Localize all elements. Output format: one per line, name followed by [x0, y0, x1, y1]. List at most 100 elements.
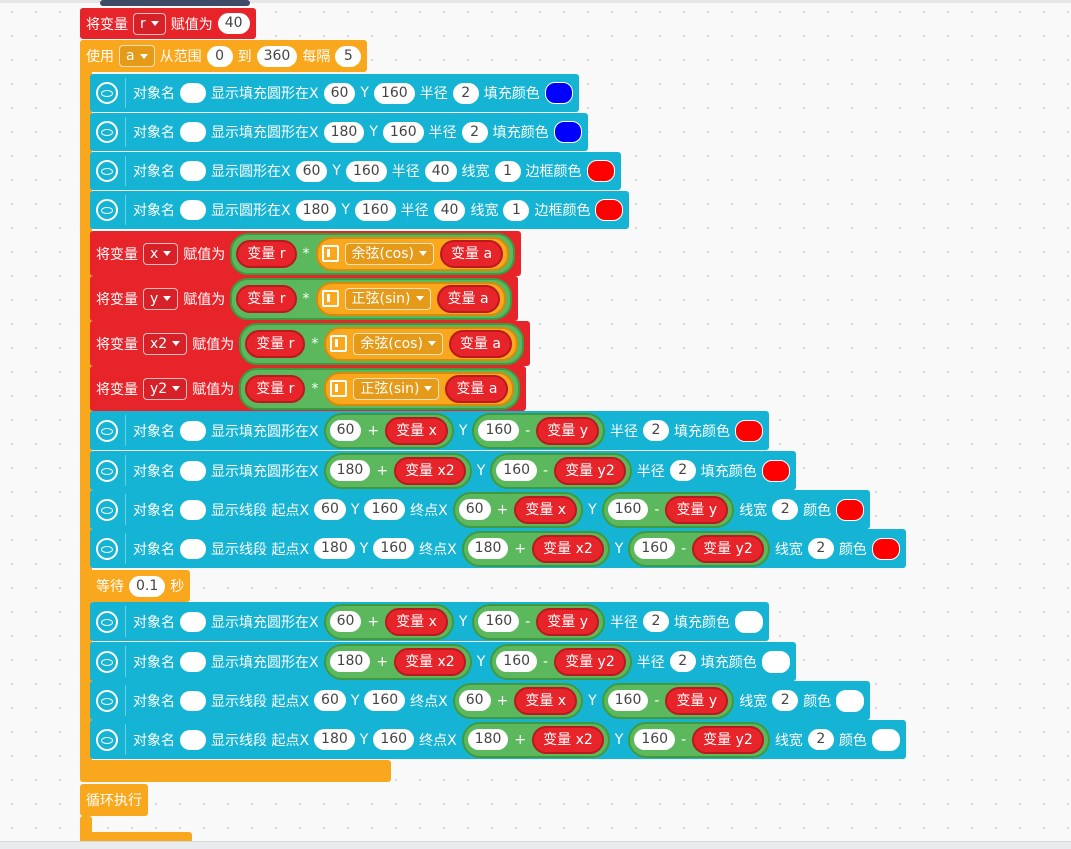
number-input: 160: [373, 729, 415, 750]
number-input: 160: [634, 538, 676, 559]
code-block: 对象名 显示填充圆形在X 60 + 变量 x Y 160- 变量 y 半径 2 填充颜色: [90, 602, 770, 641]
number-input: 160: [345, 160, 387, 182]
variable-reporter: 变量 y: [536, 416, 600, 445]
icon-separator: [125, 606, 126, 637]
number-input: 180: [467, 538, 509, 559]
label: 填充颜色: [492, 125, 549, 141]
label: 将变量: [96, 246, 138, 263]
color-swatch: [871, 537, 900, 560]
block-icon: [96, 498, 118, 521]
label: 终点X: [419, 541, 457, 558]
block-icon: [96, 160, 118, 182]
variable-reporter: 变量 y2: [692, 725, 764, 754]
math-function: 余弦(cos) 变量 a: [324, 326, 518, 361]
variable-reporter: 变量 r: [245, 374, 306, 403]
math-expression: 变量 r * 余弦(cos) 变量 a: [239, 322, 524, 365]
operator: +: [376, 462, 389, 479]
variable-reporter: 变量 r: [236, 284, 297, 313]
code-block: 将变量 x 赋值为 变量 r * 余弦(cos) 变量 a: [90, 231, 522, 276]
label: 线宽: [739, 502, 768, 519]
label: 赋值为: [170, 16, 213, 33]
variable-reporter: 变量 y: [665, 495, 729, 524]
label: 显示填充圆形在X: [211, 654, 319, 671]
math-expression: 180 + 变量 x2: [323, 452, 472, 489]
label: 终点X: [410, 693, 448, 710]
operator: -: [525, 613, 531, 630]
variable-reporter: 变量 x2: [394, 456, 466, 485]
label: 边框颜色: [534, 203, 591, 219]
operator: +: [367, 613, 380, 630]
operator: *: [302, 290, 310, 307]
label: Y: [476, 462, 486, 479]
operator: -: [681, 731, 687, 748]
name-input: [180, 611, 206, 632]
dropdown: y2: [143, 377, 188, 400]
number-input: 160: [478, 611, 520, 632]
number-input: 40: [217, 13, 250, 34]
label: 循环执行: [86, 793, 142, 809]
number-input: 180: [295, 199, 337, 221]
code-block: 使用 a 从范围 0 到 360 每隔 5: [80, 40, 368, 72]
number-input: 160: [364, 499, 406, 520]
variable-reporter: 变量 y2: [554, 647, 626, 676]
label: 颜色: [803, 693, 832, 710]
color-swatch: [544, 82, 573, 104]
math-expression: 60 + 变量 x: [452, 491, 584, 528]
number-input: 60: [323, 82, 356, 104]
bottom-scrollbar: [0, 841, 1071, 849]
icon-separator: [125, 195, 126, 225]
label: Y: [332, 163, 341, 179]
function-icon: [321, 245, 339, 262]
code-block: 将变量 x2 赋值为 变量 r * 余弦(cos) 变量 a: [90, 321, 530, 366]
label: 赋值为: [183, 246, 226, 263]
math-function: 正弦(sin) 变量 a: [324, 371, 515, 406]
code-block: 对象名 显示填充圆形在X 180 + 变量 x2 Y 160- 变量 y2 半径 2 填充颜色: [90, 642, 796, 681]
block-icon: [96, 121, 118, 143]
label: 显示填充圆形在X: [211, 463, 319, 480]
label: 线宽: [739, 693, 768, 710]
number-input: 360: [256, 45, 298, 67]
label: 线宽: [774, 732, 803, 749]
variable-reporter: 变量 x2: [532, 534, 604, 563]
number-input: 2: [669, 651, 696, 672]
number-input: 60: [458, 499, 491, 520]
name-input: [180, 538, 206, 559]
dropdown: y: [143, 287, 179, 310]
label: 显示填充圆形在X: [211, 125, 319, 141]
variable-reporter: 变量 x2: [532, 725, 604, 754]
number-input: 160: [382, 121, 424, 143]
name-input: [180, 499, 206, 520]
hat-block-edge: [100, 0, 250, 6]
name-input: [180, 200, 206, 220]
math-expression: 160- 变量 y: [472, 603, 606, 640]
number-input: 2: [772, 499, 799, 520]
code-block: 对象名 显示填充圆形在X 180 Y 160 半径 2 填充颜色: [90, 113, 588, 151]
label: 半径: [419, 86, 448, 102]
label: 显示线段 起点X: [211, 732, 310, 749]
math-expression: 160- 变量 y: [472, 412, 606, 449]
label: 等待: [96, 579, 124, 595]
top-border: [0, 0, 1071, 3]
label: 线宽: [461, 164, 490, 180]
number-input: 180: [329, 651, 371, 672]
code-block: 对象名 显示填充圆形在X 60 Y 160 半径 2 填充颜色: [90, 74, 579, 112]
operator: -: [654, 692, 660, 709]
number-input: 180: [314, 729, 355, 750]
code-block: 等待 0.1 秒: [90, 570, 191, 602]
label: 颜色: [803, 502, 832, 519]
number-input: 40: [433, 199, 466, 221]
variable-reporter: 变量 y2: [554, 456, 626, 485]
code-block: 将变量 y2 赋值为 变量 r * 正弦(sin) 变量 a: [90, 366, 527, 411]
number-input: 40: [424, 160, 457, 182]
variable-reporter: 变量 x: [514, 686, 578, 715]
color-swatch: [836, 498, 865, 521]
number-input: 60: [329, 611, 362, 632]
variable-reporter: 变量 a: [448, 329, 512, 358]
color-swatch: [761, 459, 790, 482]
math-expression: 180 + 变量 x2: [461, 530, 610, 567]
label: 半径: [610, 614, 639, 631]
variable-reporter: 变量 a: [445, 374, 509, 403]
operator: +: [376, 653, 389, 670]
variable-reporter: 变量 y: [665, 686, 729, 715]
color-swatch: [836, 689, 865, 712]
